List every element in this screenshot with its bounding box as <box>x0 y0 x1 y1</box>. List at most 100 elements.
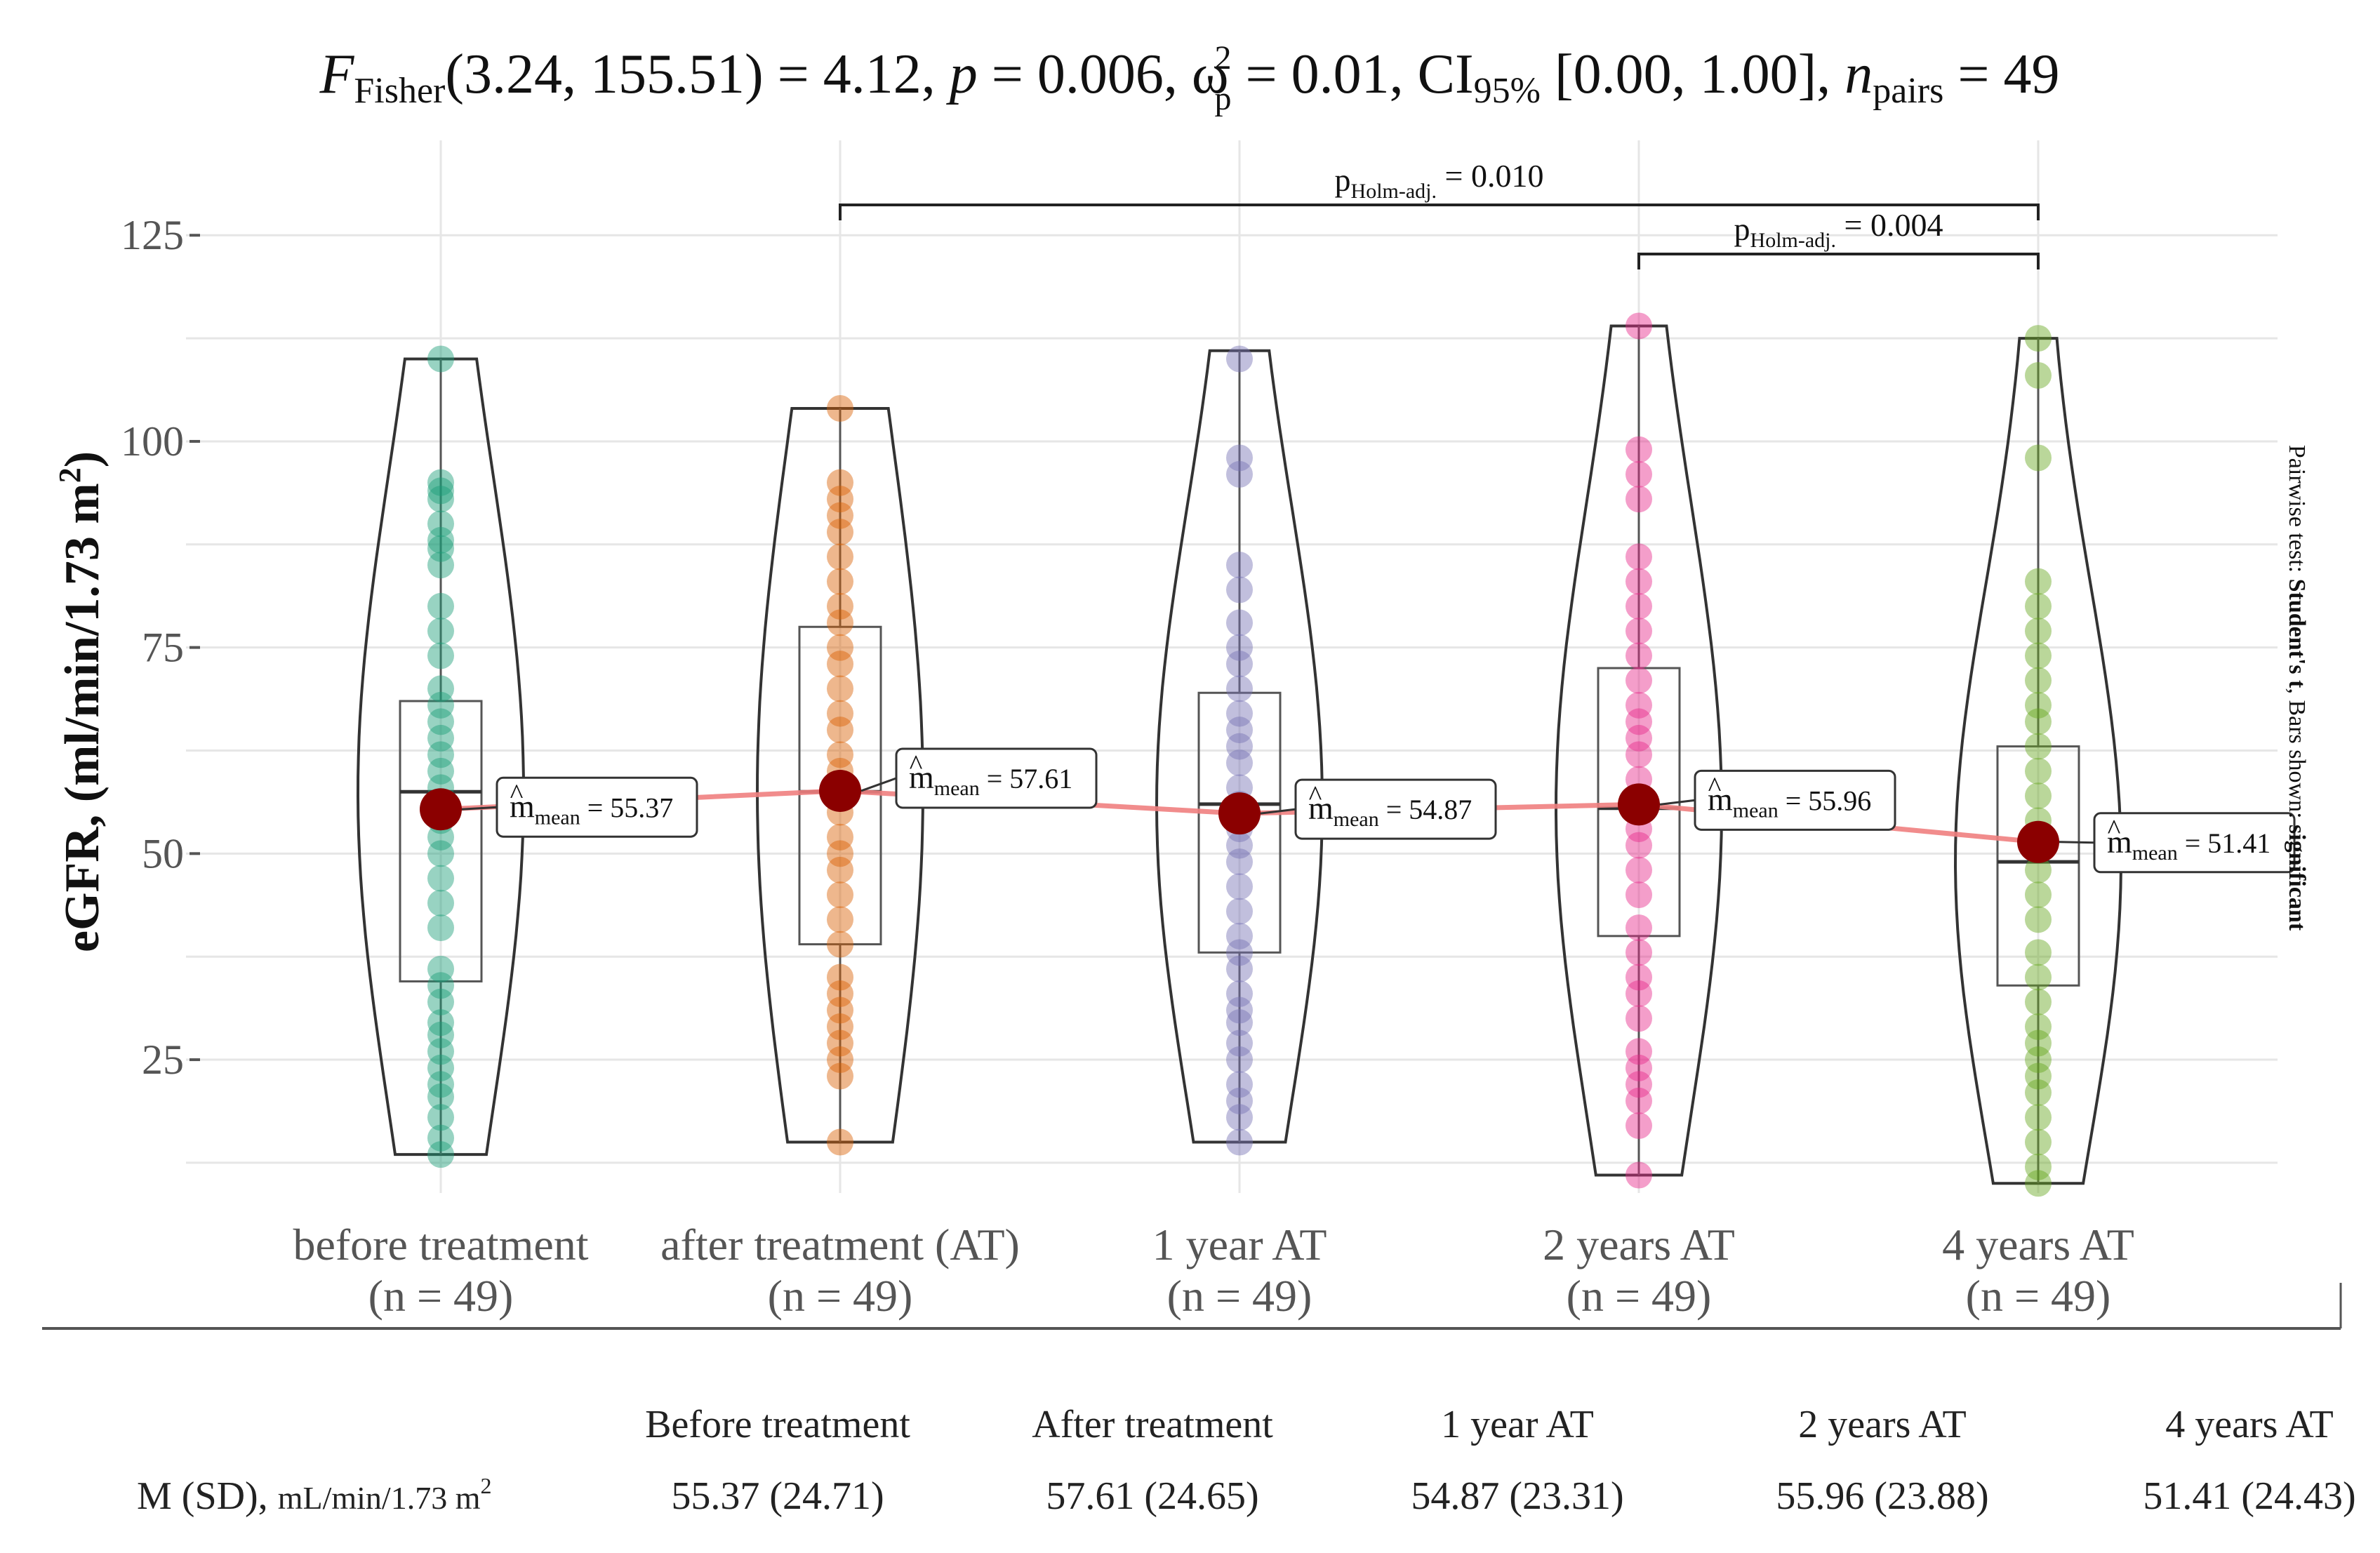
point-1-30 <box>427 552 454 579</box>
x-count-label-4: (n = 49) <box>1567 1271 1712 1321</box>
point-5-26 <box>2025 592 2052 620</box>
point-4-9 <box>1626 964 1652 991</box>
table-row-label: M (SD), mL/min/1.73 m2 <box>137 1473 491 1518</box>
point-1-28 <box>427 618 454 645</box>
mean-label-m: m <box>909 759 934 795</box>
mean-label-box-1 <box>496 776 698 838</box>
point-5-5 <box>2025 1079 2052 1107</box>
table-value-5: 51.41 (24.43) <box>2143 1474 2355 1518</box>
mean-label-sub: mean <box>1334 808 1379 831</box>
title-p-text: = 0.006, <box>978 44 1192 105</box>
point-1-35 <box>427 477 454 505</box>
violin-5 <box>1953 337 2123 1185</box>
mean-label-2: mmean = 57.61^ <box>895 747 1098 809</box>
point-1-8 <box>427 1021 454 1048</box>
point-5-10 <box>2025 988 2052 1015</box>
point-4-2 <box>1626 1112 1652 1140</box>
point-2-23 <box>827 634 853 661</box>
comparison-p: p <box>1335 162 1351 198</box>
mean-label-sub: mean <box>2132 841 2178 865</box>
mean-label-1: mmean = 55.37^ <box>496 776 698 838</box>
point-3-28 <box>1226 576 1253 604</box>
point-2-3 <box>827 1046 853 1074</box>
point-1-1 <box>427 1141 454 1168</box>
point-4-22 <box>1626 667 1652 694</box>
point-1-27 <box>427 642 454 669</box>
point-4-7 <box>1626 1005 1652 1032</box>
point-1-17 <box>427 823 454 851</box>
point-4-23 <box>1626 642 1652 669</box>
y-axis-label-sup: 2 <box>53 467 87 483</box>
mean-label-leader-5 <box>2059 841 2095 844</box>
pairwise-note: Pairwise test: Student's t, Bars shown: … <box>2284 445 2310 931</box>
point-1-32 <box>427 526 454 554</box>
point-1-21 <box>427 757 454 785</box>
point-5-23 <box>2025 667 2052 694</box>
table-row-label-unit: mL/min/1.73 m <box>278 1480 481 1516</box>
point-1-12 <box>427 955 454 982</box>
point-4-20 <box>1626 708 1652 735</box>
pairwise-note-shown: significant <box>2284 825 2310 931</box>
comparison-p-value: = 0.010 <box>1437 158 1543 194</box>
y-axis-label: eGFR, (ml/min/1.73 m2) <box>53 451 109 952</box>
table-value-1: 55.37 (24.71) <box>671 1474 884 1518</box>
mean-label-box-2 <box>895 747 1098 809</box>
table-header-5: 4 years AT <box>2165 1403 2334 1446</box>
point-2-5 <box>827 1013 853 1041</box>
point-2-24 <box>827 609 853 636</box>
table-value-4: 55.96 (23.88) <box>1776 1474 1988 1518</box>
point-2-30 <box>827 486 853 513</box>
violins <box>356 324 2123 1185</box>
comparison-label-2: pHolm-adj. = 0.004 <box>1734 207 1943 252</box>
mean-label-m: m <box>1308 790 1334 826</box>
title-n-sub: pairs <box>1873 71 1943 111</box>
table-header-3: 1 year AT <box>1441 1403 1594 1446</box>
mean-label-leader-3 <box>1260 808 1296 815</box>
mean-label-sub: mean <box>934 777 980 800</box>
point-3-31 <box>1226 444 1253 472</box>
point-5-2 <box>2025 1153 2052 1180</box>
x-category-label-2: after treatment (AT) <box>660 1220 1020 1269</box>
mean-label-box-4 <box>1694 769 1896 831</box>
point-2-12 <box>827 856 853 884</box>
mean-label-hat-2: ^ <box>910 749 923 780</box>
comparison-label-1: pHolm-adj. = 0.010 <box>1335 158 1544 203</box>
mean-label-m: m <box>2107 824 2132 860</box>
point-1-11 <box>427 972 454 999</box>
comparison-bracket-2 <box>1637 253 2040 269</box>
point-1-6 <box>427 1054 454 1081</box>
point-4-25 <box>1626 592 1652 620</box>
x-category-label-5: 4 years AT <box>1942 1220 2134 1269</box>
point-4-18 <box>1626 741 1652 768</box>
x-category-label-3: 1 year AT <box>1152 1220 1327 1269</box>
point-4-8 <box>1626 980 1652 1008</box>
table-header-2: After treatment <box>1032 1403 1273 1446</box>
pairwise-comparisons: pHolm-adj. = 0.010 pHolm-adj. = 0.004 <box>839 158 2040 269</box>
x-count-label-3: (n = 49) <box>1167 1271 1312 1321</box>
point-4-26 <box>1626 568 1652 595</box>
title-f-sub: Fisher <box>354 71 445 111</box>
y-axis: 25 50 75 100 125 <box>121 212 200 1083</box>
box-5 <box>1996 745 2080 987</box>
mean-dot-3 <box>1218 792 1261 835</box>
comparison-1: pHolm-adj. = 0.010 <box>839 158 2040 220</box>
point-3-24 <box>1226 675 1253 702</box>
title-ci-sub: 95% <box>1474 71 1541 111</box>
point-5-19 <box>2025 757 2052 785</box>
point-4-13 <box>1626 856 1652 884</box>
point-1-37 <box>427 345 454 373</box>
point-2-20 <box>827 700 853 727</box>
point-4-19 <box>1626 724 1652 752</box>
table-value-3: 54.87 (23.31) <box>1411 1474 1623 1518</box>
mean-dot-5 <box>2017 820 2059 863</box>
mean-dot-1 <box>420 788 462 831</box>
title-n-text: = 49 <box>1943 44 2059 105</box>
point-3-22 <box>1226 716 1253 744</box>
point-1-3 <box>427 1104 454 1131</box>
point-2-6 <box>827 997 853 1024</box>
point-1-23 <box>427 724 454 752</box>
pairwise-note-mid: , Bars shown: <box>2284 688 2310 825</box>
point-5-18 <box>2025 782 2052 810</box>
box-3 <box>1197 691 1282 954</box>
